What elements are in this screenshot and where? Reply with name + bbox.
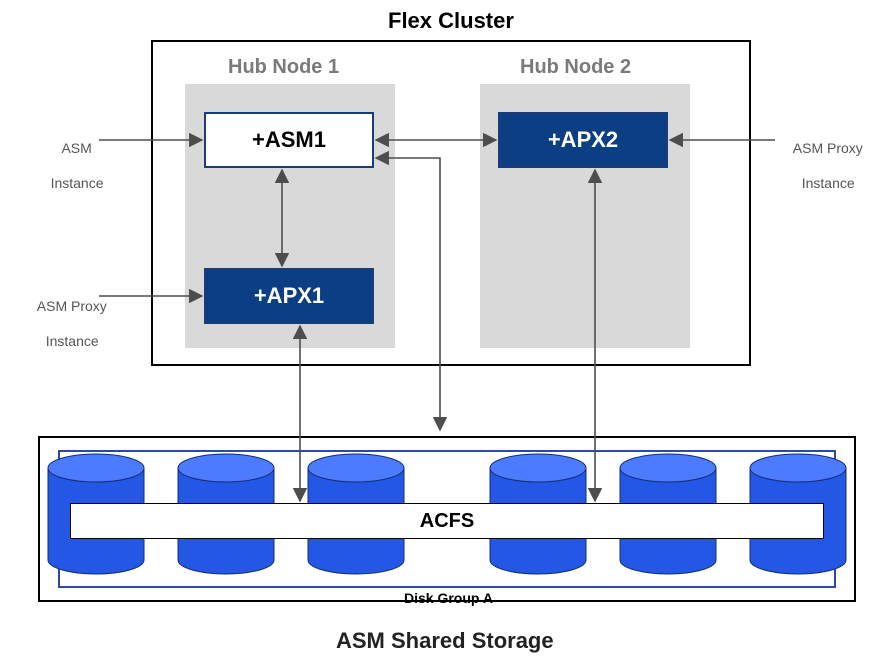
asm-instance-line1: ASM [61, 140, 91, 156]
asm-proxy-1-line1: ASM Proxy [37, 298, 107, 314]
apx1-box: +APX1 [204, 268, 374, 324]
asm-proxy-1-label: ASM Proxy Instance [22, 280, 107, 368]
asm-proxy-1-line2: Instance [46, 333, 99, 349]
apx1-label: +APX1 [254, 283, 324, 309]
asm1-label: +ASM1 [252, 127, 326, 153]
acfs-bar: ACFS [70, 503, 824, 539]
asm-proxy-2-line2: Instance [802, 175, 855, 191]
disk-group-label: Disk Group A [404, 590, 493, 606]
title-flex-cluster: Flex Cluster [388, 8, 514, 34]
hub-node-1-label: Hub Node 1 [228, 56, 339, 79]
asm-instance-label: ASM Instance [35, 122, 104, 210]
asm1-box: +ASM1 [204, 112, 374, 168]
asm-proxy-2-line1: ASM Proxy [793, 140, 863, 156]
asm-instance-line2: Instance [51, 175, 104, 191]
apx2-box: +APX2 [498, 112, 668, 168]
title-asm-shared-storage: ASM Shared Storage [336, 628, 554, 654]
diagram-root: Flex Cluster Hub Node 1 Hub Node 2 +ASM1… [0, 0, 893, 669]
apx2-label: +APX2 [548, 127, 618, 153]
acfs-label: ACFS [420, 510, 474, 533]
hub-node-2-label: Hub Node 2 [520, 56, 631, 79]
asm-proxy-2-label: ASM Proxy Instance [778, 122, 863, 210]
